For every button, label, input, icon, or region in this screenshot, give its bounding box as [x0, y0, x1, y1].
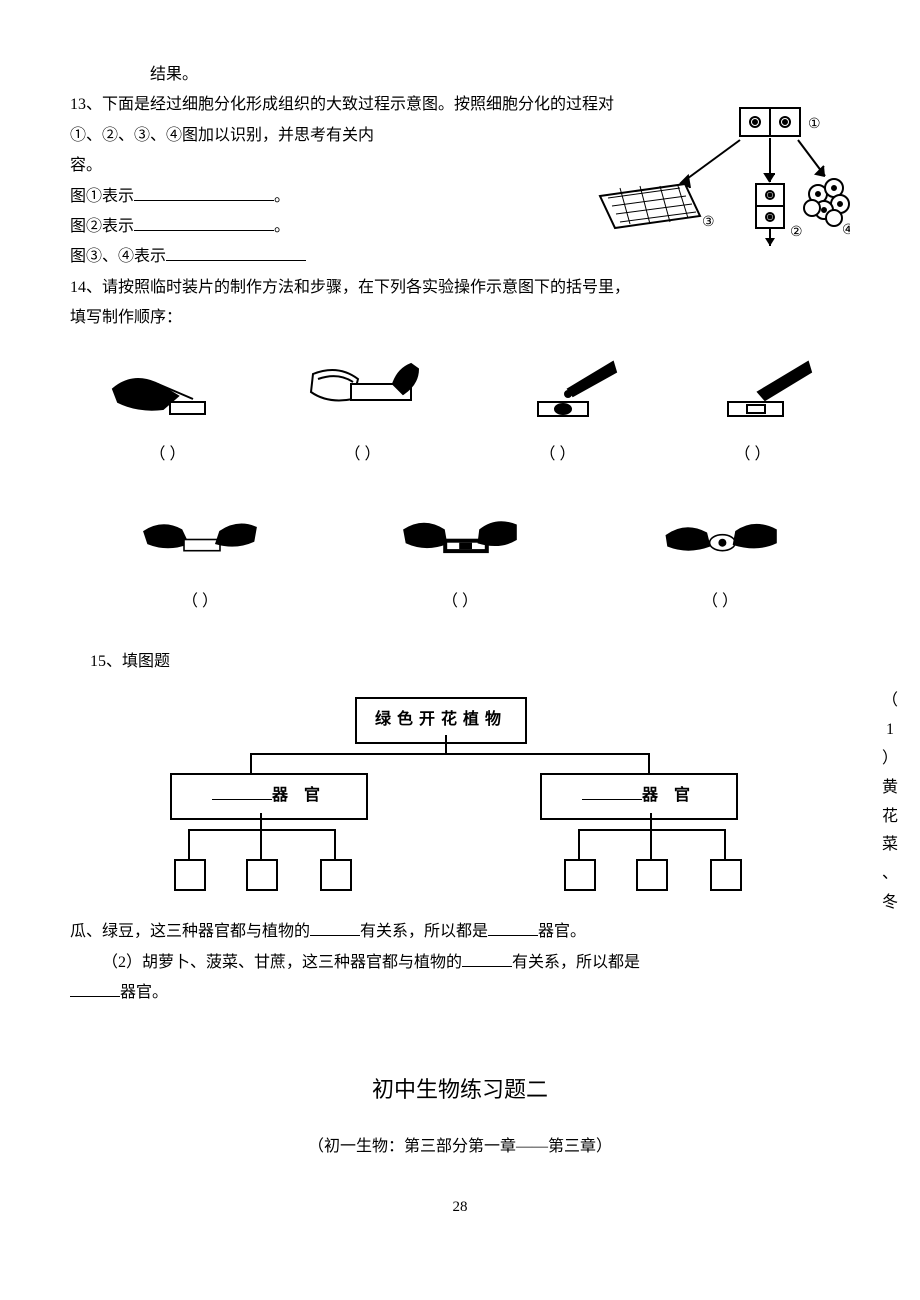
slide-step-figure: （ ）: [667, 354, 839, 471]
q13-line2: ①、②、③、④图加以识别，并思考有关内: [70, 121, 450, 151]
q15-label: 15、填图题: [70, 647, 850, 677]
tree-mid-right: 器 官: [540, 773, 738, 819]
blank[interactable]: [166, 244, 306, 261]
slide-step-figure: （ ）: [472, 354, 644, 471]
q15-side-text: （ 1 ） 黄 花 菜 、 冬: [880, 687, 900, 917]
q13-blank-2: 图②表示。: [70, 212, 450, 242]
blank[interactable]: [134, 184, 274, 201]
plant-organ-tree: 绿色开花植物 器 官 器 官 （ 1 ） 黄 花 菜 、 冬: [110, 697, 850, 907]
paren-blank[interactable]: （ ）: [82, 440, 254, 470]
tree-leaf-blank[interactable]: [320, 859, 352, 891]
slide-step-figure: （ ）: [343, 500, 577, 617]
slide-step-figure: （ ）: [277, 354, 449, 471]
blank[interactable]: [488, 919, 538, 936]
label-2: ②: [790, 225, 803, 240]
q14-figure-row-2: （ ） （ ） （ ）: [70, 500, 850, 627]
paren-blank[interactable]: （ ）: [343, 587, 577, 617]
blank[interactable]: [134, 214, 274, 231]
paren-blank[interactable]: （ ）: [472, 440, 644, 470]
label-3: ③: [702, 215, 715, 230]
paren-blank[interactable]: （ ）: [277, 440, 449, 470]
paren-blank[interactable]: （ ）: [83, 587, 317, 617]
blank[interactable]: [70, 980, 120, 997]
tree-root: 绿色开花植物: [355, 697, 527, 743]
blank[interactable]: [212, 783, 272, 800]
paren-blank[interactable]: （ ）: [603, 587, 837, 617]
section-subtitle: （初一生物：第三部分第一章——第三章）: [70, 1132, 850, 1162]
q14-intro-1: 14、请按照临时装片的制作方法和步骤，在下列各实验操作示意图下的括号里，: [70, 273, 850, 303]
tree-leaf-blank[interactable]: [174, 859, 206, 891]
q15-line1: 瓜、绿豆，这三种器官都与植物的有关系，所以都是器官。: [70, 917, 850, 947]
label-1: ①: [808, 117, 821, 132]
slide-step-figure: （ ）: [603, 500, 837, 617]
paren-blank[interactable]: （ ）: [667, 440, 839, 470]
tree-leaf-blank[interactable]: [564, 859, 596, 891]
q13-line3: 容。: [70, 151, 450, 181]
tree-leaf-blank[interactable]: [246, 859, 278, 891]
question-13: 13、下面是经过细胞分化形成组织的大致过程示意图。按照细胞分化的过程对 ①、②、…: [70, 90, 850, 272]
q14-intro-2: 填写制作顺序：: [70, 303, 850, 333]
page-number: 28: [70, 1193, 850, 1222]
q15-line3: 器官。: [70, 978, 850, 1008]
q13-blank-1: 图①表示。: [70, 182, 450, 212]
slide-step-figure: （ ）: [82, 354, 254, 471]
section-title: 初中生物练习题二: [70, 1069, 850, 1111]
q13-blank-3: 图③、④表示: [70, 242, 450, 272]
label-4: ④: [842, 223, 850, 238]
cell-differentiation-figure: ① ② ③: [590, 106, 850, 256]
tree-mid-left: 器 官: [170, 773, 368, 819]
tree-leaf-blank[interactable]: [636, 859, 668, 891]
blank[interactable]: [462, 950, 512, 967]
q14-figure-row-1: （ ） （ ） （ ） （ ）: [70, 354, 850, 481]
tree-leaf-blank[interactable]: [710, 859, 742, 891]
blank[interactable]: [310, 919, 360, 936]
q15-line2: （2）胡萝卜、菠菜、甘蔗，这三种器官都与植物的有关系，所以都是: [70, 948, 850, 978]
blank[interactable]: [582, 783, 642, 800]
slide-step-figure: （ ）: [83, 500, 317, 617]
prev-page-fragment: 结果。: [70, 60, 850, 90]
